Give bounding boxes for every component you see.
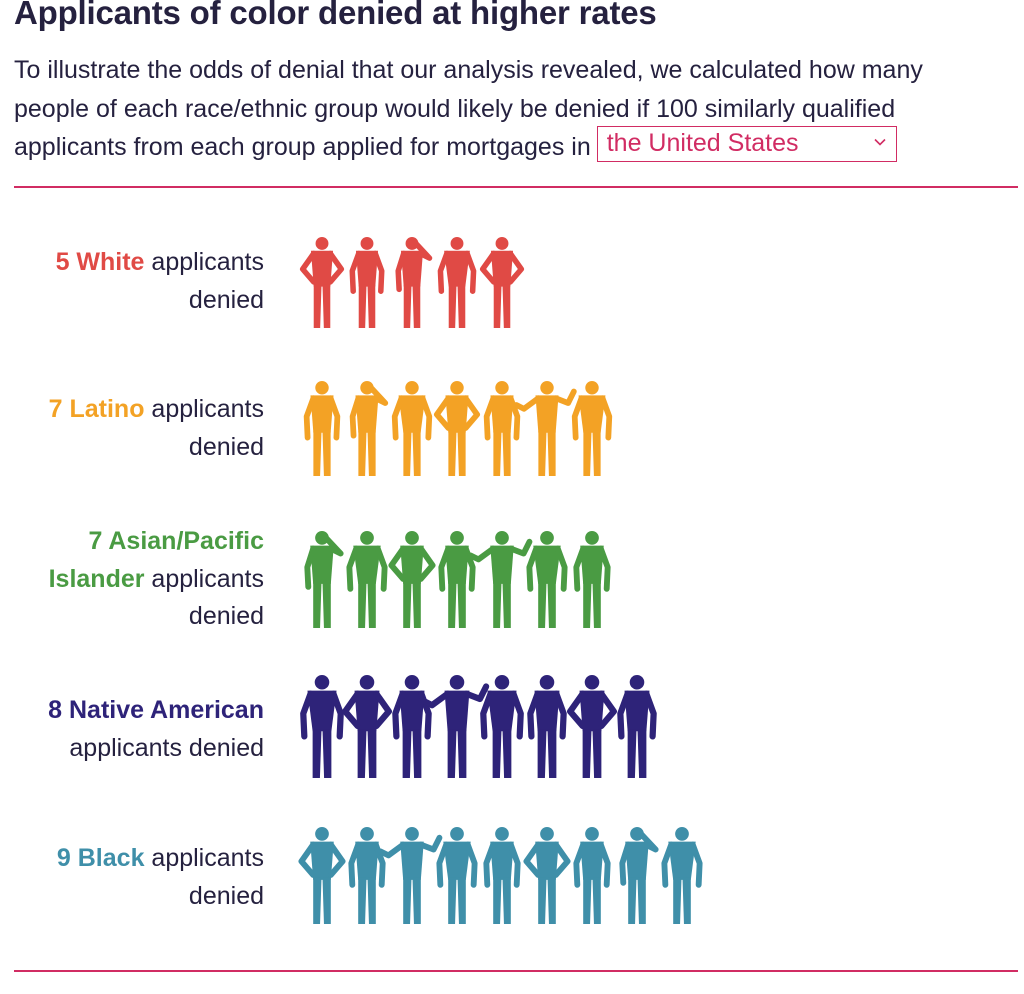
row-label-white-text2: denied (188, 285, 264, 314)
person-icon (479, 237, 525, 328)
person-icon (377, 827, 443, 924)
person-icon (526, 531, 568, 628)
row-label-black-text2: denied (188, 881, 264, 910)
person-icon (523, 827, 571, 924)
person-icon (395, 237, 433, 328)
intro-text: To illustrate the odds of denial that ou… (14, 51, 1014, 167)
row-label-latino: 7 Latino applicants denied (14, 391, 264, 466)
person-icon (300, 675, 344, 778)
person-icon (573, 531, 611, 628)
person-icon (573, 827, 611, 924)
row-label-latino-count: 7 Latino (48, 395, 145, 423)
intro-line-1: To illustrate the odds of denial that ou… (14, 56, 923, 84)
row-label-white: 5 White applicants denied (14, 244, 264, 319)
row-label-white-text: applicants (144, 248, 264, 276)
person-icon (420, 675, 490, 778)
person-icon (342, 675, 392, 778)
person-icon (299, 237, 345, 328)
person-icon (304, 531, 344, 628)
row-label-asian-pacific-islander: 7 Asian/Pacific Islander applicants deni… (14, 523, 264, 636)
person-icon (467, 531, 533, 628)
person-icon (513, 381, 577, 476)
row-label-native-count: 8 Native American (48, 696, 264, 724)
person-icon (349, 237, 385, 328)
row-label-latino-text: applicants (144, 395, 264, 423)
region-select[interactable]: the United States (596, 126, 897, 162)
person-icon (436, 827, 478, 924)
person-icon (617, 675, 657, 778)
person-icon (483, 827, 521, 924)
person-icon (619, 827, 659, 924)
row-label-native-american: 8 Native American applicants denied (14, 692, 264, 767)
chevron-down-icon (874, 138, 886, 146)
intro-line-2: people of each race/ethnic group would l… (14, 94, 896, 123)
row-label-latino-text2: denied (188, 432, 264, 461)
person-icon (388, 531, 436, 628)
person-icon (303, 381, 341, 476)
intro-line-3: applicants from each group applied for m… (14, 126, 1014, 167)
top-divider (14, 186, 1018, 188)
person-icon (527, 675, 567, 778)
person-icon (433, 381, 481, 476)
person-icon (348, 827, 386, 924)
region-select-value: the United States (606, 129, 799, 157)
person-icon (437, 237, 477, 328)
intro-line-3-text: applicants from each group applied for m… (14, 133, 591, 161)
row-label-asian-text2: denied (188, 602, 264, 630)
bottom-divider (14, 970, 1018, 972)
person-icon (392, 675, 432, 778)
row-label-black-count: 9 Black (56, 844, 145, 872)
person-icon (567, 675, 617, 778)
row-label-white-count: 5 White (55, 248, 145, 276)
person-icon (483, 381, 521, 476)
row-label-black: 9 Black applicants denied (14, 840, 264, 915)
person-icon (571, 381, 613, 476)
person-icon (661, 827, 703, 924)
row-label-native-text: applicants denied (69, 733, 264, 762)
row-label-black-text: applicants (144, 844, 264, 872)
person-icon (391, 381, 433, 476)
row-label-asian-count-2: Islander (48, 564, 145, 593)
row-label-asian-text: applicants (144, 564, 264, 593)
person-icon (346, 531, 388, 628)
row-label-asian-count: 7 Asian/Pacific (88, 527, 264, 555)
page-title: Applicants of color denied at higher rat… (14, 0, 657, 31)
person-icon (298, 827, 346, 924)
person-icon (480, 675, 524, 778)
person-icon (349, 381, 389, 476)
person-icon (438, 531, 476, 628)
